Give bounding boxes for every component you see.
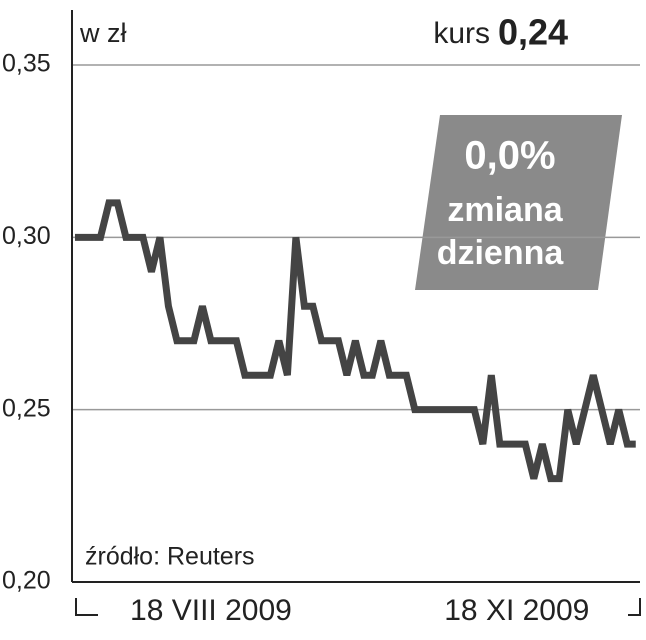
y-tick-label: 0,35: [2, 50, 51, 78]
badge-text: zmiana: [447, 191, 563, 229]
badge-value: 0,0%: [464, 134, 555, 178]
unit-label: w zł: [79, 18, 127, 48]
x-tick-label: 18 XI 2009: [444, 594, 589, 627]
price-line: [74, 199, 636, 483]
x-tick-label: 18 VIII 2009: [130, 594, 292, 627]
badge: [415, 115, 622, 290]
badge-text: dzienna: [437, 234, 565, 272]
current-value: 0,24: [498, 12, 568, 53]
current-label: kurs: [433, 17, 490, 50]
y-tick-label: 0,20: [2, 567, 51, 595]
y-tick-label: 0,30: [2, 222, 51, 250]
y-tick-label: 0,25: [2, 394, 51, 422]
x-bracket: [75, 598, 641, 616]
source: źródło: Reuters: [85, 543, 255, 571]
